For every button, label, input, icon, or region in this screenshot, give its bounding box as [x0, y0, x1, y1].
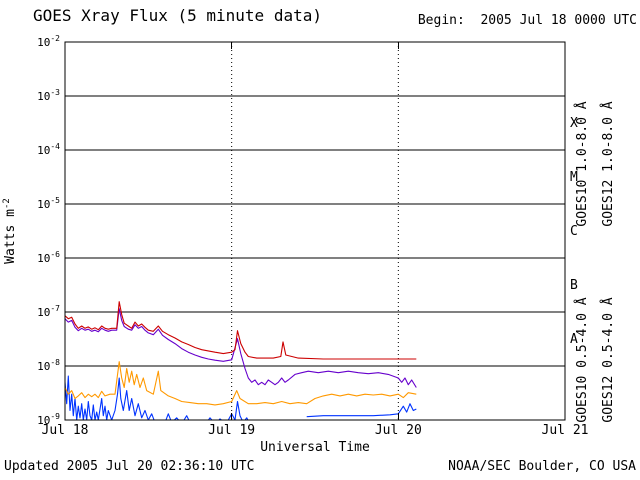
plot-gridlines	[65, 42, 565, 420]
series-path-goes10-short	[65, 361, 417, 406]
series-paths	[65, 301, 417, 420]
plot-frame	[64, 41, 566, 421]
legend-label: GOES10 0.5-4.0 Å	[574, 297, 590, 422]
flare-class-M: M	[570, 170, 578, 185]
x-tick-label: Jul 21	[541, 423, 589, 438]
plot-border	[64, 41, 566, 421]
begin-timestamp: Begin: 2005 Jul 18 0000 UTC	[417, 13, 637, 28]
x-axis-title: Universal Time	[260, 440, 370, 455]
x-tick-label: Jul 18	[41, 423, 89, 438]
y-tick-label: 10-7	[37, 304, 60, 319]
series-path-goes12-short	[65, 375, 155, 420]
y-tick-label: 10-9	[37, 412, 60, 427]
x-tick-label: Jul 20	[374, 423, 422, 438]
flare-class-B: B	[570, 278, 578, 293]
series-path-goes12-short	[165, 413, 190, 420]
axis-ticks	[64, 41, 566, 421]
chart-title: GOES Xray Flux (5 minute data)	[33, 6, 322, 25]
legend-label: GOES12 1.0-8.0 Å	[600, 101, 616, 226]
y-axis-title: Watts m-2	[2, 198, 18, 264]
right-legend-labels: GOES10 1.0-8.0 Å GOES12 1.0-8.0 Å GOES10 0…	[574, 101, 616, 422]
y-tick-labels: 10-2 10-3 10-4 10-5 10-6 10-7 10-8 10-9	[37, 34, 60, 427]
series-path-goes10-long	[65, 308, 417, 388]
y-tick-label: 10-6	[37, 250, 60, 265]
y-tick-label: 10-5	[37, 196, 60, 211]
legend-label: GOES10 1.0-8.0 Å	[574, 101, 590, 226]
y-tick-label: 10-8	[37, 358, 60, 373]
series-path-goes12-short	[306, 403, 417, 418]
y-tick-label: 10-4	[37, 142, 60, 157]
legend-label: GOES12 0.5-4.0 Å	[600, 297, 616, 422]
updated-timestamp: Updated 2005 Jul 20 02:36:10 UTC	[4, 459, 255, 474]
series-path-goes12-long	[65, 301, 417, 360]
credit-text: NOAA/SEC Boulder, CO USA	[448, 459, 636, 474]
y-tick-label: 10-2	[37, 34, 60, 49]
flare-class-X: X	[570, 116, 578, 131]
x-tick-label: Jul 19	[208, 423, 256, 438]
flare-class-A: A	[570, 332, 578, 347]
flare-class-labels: X M C B A	[570, 116, 578, 347]
y-tick-label: 10-3	[37, 88, 60, 103]
flare-class-C: C	[570, 224, 578, 239]
